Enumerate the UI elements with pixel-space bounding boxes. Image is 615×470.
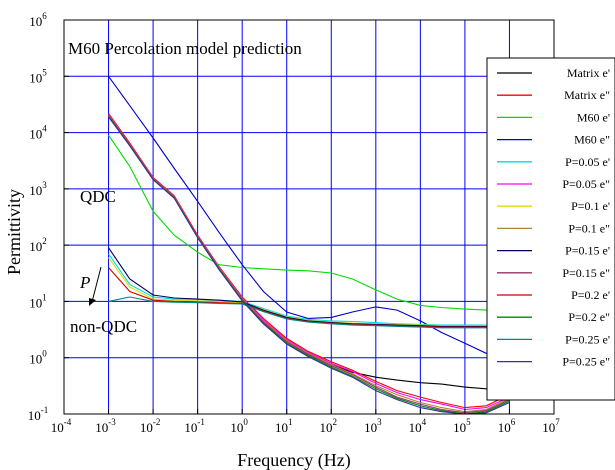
legend: Matrix e' Matrix e" M60 e' M60 e" P=0.05 e' P…: [486, 57, 615, 401]
tick-layer: 10-4 10-3 10-2 10-1 100 101 102 103 104 105 106 107…: [28, 11, 561, 435]
x-tick-label: 103: [364, 417, 382, 435]
legend-label: P=0.25 e": [562, 355, 610, 369]
series-line-2: [108, 112, 510, 409]
series-line-13: [108, 296, 510, 329]
annotation-non-qdc: non-QDC: [70, 317, 137, 336]
x-tick-label: 107: [542, 417, 560, 435]
series-line-14: [108, 116, 510, 415]
series-line-4: [108, 75, 510, 361]
x-tick-label: 101: [275, 417, 293, 435]
series-line-3: [108, 134, 510, 312]
legend-label: P=0.15 e": [562, 266, 610, 280]
legend-label: P=0.25 e': [565, 332, 610, 346]
legend-label: M60 e": [574, 133, 610, 147]
x-axis-label: Frequency (Hz): [237, 450, 350, 470]
x-tick-label: 100: [230, 417, 248, 435]
legend-label: M60 e': [577, 110, 610, 124]
legend-label: Matrix e": [564, 88, 610, 102]
x-tick-label: 102: [320, 417, 338, 435]
annotation-qdc: QDC: [80, 187, 116, 206]
legend-label: P=0.1 e": [568, 221, 610, 235]
y-tick-label: 10-1: [28, 405, 49, 423]
y-tick-label: 102: [29, 236, 47, 254]
series-line-5: [108, 253, 510, 326]
x-tick-label: 10-2: [140, 417, 161, 435]
legend-label: Matrix e': [567, 66, 610, 80]
chart-title: M60 Percolation model prediction: [68, 39, 302, 58]
series-line-9: [108, 247, 510, 327]
legend-label: P=0.05 e": [562, 177, 610, 191]
x-tick-label: 10-3: [95, 417, 116, 435]
y-tick-label: 100: [29, 349, 47, 367]
x-tick-label: 10-4: [51, 417, 72, 435]
annotation-p: P: [79, 273, 90, 292]
x-tick-label: 106: [498, 417, 516, 435]
x-tick-label: 104: [409, 417, 427, 435]
legend-label: P=0.1 e': [571, 199, 610, 213]
y-tick-label: 104: [29, 124, 47, 142]
y-tick-label: 106: [29, 11, 47, 29]
y-tick-label: 101: [29, 292, 47, 310]
legend-label: P=0.2 e': [571, 288, 610, 302]
series-layer: [108, 75, 510, 415]
x-tick-label: 10-1: [184, 417, 205, 435]
legend-label: P=0.05 e': [565, 155, 610, 169]
legend-label: P=0.2 e": [568, 310, 610, 324]
series-line-11: [108, 267, 510, 328]
y-axis-label: Permittivity: [4, 189, 24, 275]
y-tick-label: 103: [29, 180, 47, 198]
x-tick-label: 105: [453, 417, 471, 435]
y-tick-label: 105: [29, 67, 47, 85]
p-arrow: [89, 266, 102, 306]
legend-label: P=0.15 e': [565, 244, 610, 258]
